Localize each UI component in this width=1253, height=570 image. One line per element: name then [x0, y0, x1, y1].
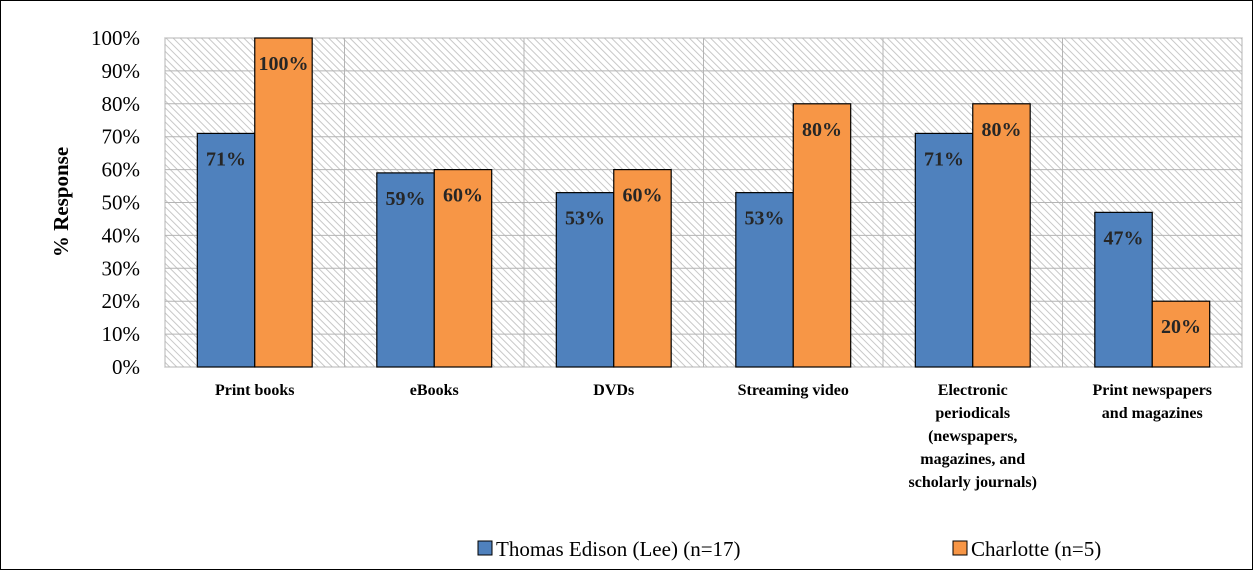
category-label: Streaming video: [738, 382, 849, 399]
data-label: 60%: [622, 185, 662, 207]
data-label: 59%: [386, 188, 426, 210]
y-tick-label: 10%: [102, 322, 141, 346]
legend-swatch: [952, 540, 968, 556]
y-tick-label: 50%: [102, 191, 141, 215]
y-tick-label: 40%: [102, 223, 141, 247]
y-tick-label: 60%: [102, 158, 141, 182]
data-label: 20%: [1161, 316, 1201, 338]
bar-series2-3: [792, 103, 852, 368]
legend-label: Thomas Edison (Lee) (n=17): [496, 537, 741, 561]
data-label: 71%: [924, 148, 964, 170]
y-tick-label: 100%: [91, 26, 140, 50]
bar-series2-1: [433, 169, 493, 368]
data-labels: 71% 100% 59% 60% 53% 60% 53% 80% 71% 80% 47% 20%: [206, 53, 1201, 338]
category-label: DVDs: [593, 382, 634, 399]
bar-series2-5: [1151, 300, 1211, 368]
y-tick-label: 30%: [102, 256, 141, 280]
data-label: 47%: [1104, 227, 1144, 249]
data-label: 80%: [802, 119, 842, 141]
data-label: 71%: [206, 148, 246, 170]
category-label: magazines, and: [920, 451, 1025, 468]
category-label: and magazines: [1102, 405, 1203, 422]
legend: Thomas Edison (Lee) (n=17) Charlotte (n=5…: [477, 537, 1101, 561]
category-label: Electronic: [938, 382, 1008, 399]
y-tick-label: 70%: [102, 125, 141, 149]
bar-series1-0: [196, 132, 256, 368]
bar-series2-4: [972, 103, 1031, 368]
bar-series1-5: [1094, 211, 1153, 368]
grid-lines: [164, 37, 1243, 368]
bars: [196, 37, 1211, 368]
category-label: (newspapers,: [928, 428, 1017, 445]
y-tick-label: 90%: [102, 59, 141, 83]
category-label: scholarly journals): [909, 474, 1037, 491]
category-label: Print newspapers: [1092, 382, 1212, 399]
category-label: eBooks: [410, 382, 459, 399]
y-axis-ticks: 0% 10% 20% 30% 40% 50% 60% 70% 80% 90% 100%: [91, 26, 140, 379]
data-label: 100%: [258, 53, 308, 75]
category-labels: Print books eBooks DVDs Streaming video Elec…: [215, 382, 1212, 491]
bar-series2-2: [613, 169, 672, 368]
data-label: 53%: [565, 208, 605, 230]
category-label: Print books: [215, 382, 295, 399]
legend-label: Charlotte (n=5): [971, 537, 1101, 561]
data-label: 53%: [745, 208, 785, 230]
y-tick-label: 80%: [102, 92, 141, 116]
y-tick-label: 20%: [102, 289, 141, 313]
bar-series2-0: [254, 37, 313, 368]
y-tick-label: 0%: [112, 355, 140, 379]
data-label: 60%: [443, 185, 483, 207]
data-label: 80%: [981, 119, 1021, 141]
legend-swatch: [477, 540, 493, 556]
y-axis-title: % Response: [49, 147, 73, 257]
category-label: periodicals: [935, 405, 1010, 422]
